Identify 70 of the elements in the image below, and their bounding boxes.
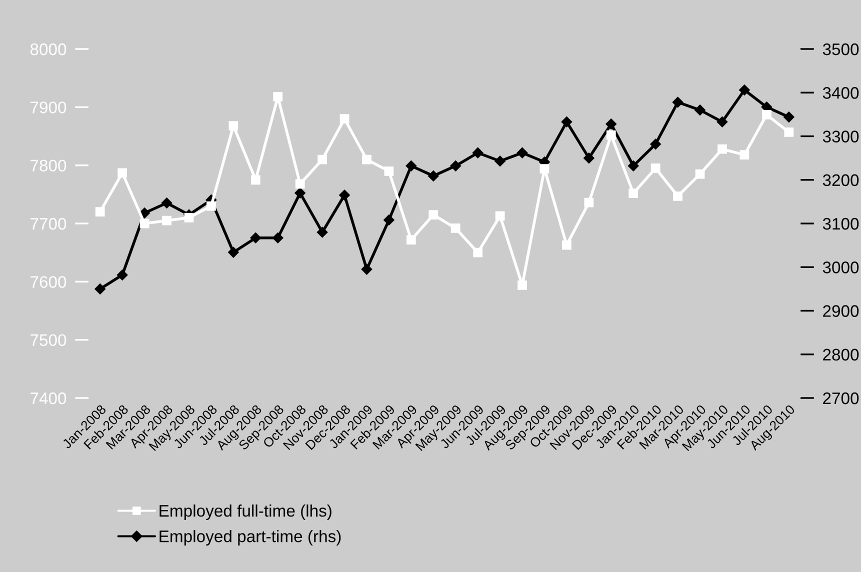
point <box>695 169 705 179</box>
point <box>718 144 727 154</box>
point <box>294 188 306 198</box>
point <box>340 114 350 124</box>
point <box>518 280 527 290</box>
point <box>650 164 660 173</box>
y2-tick-label: 2900 <box>823 305 859 317</box>
point <box>495 211 505 221</box>
point <box>762 110 772 120</box>
point <box>739 84 750 96</box>
point <box>428 170 439 182</box>
point <box>118 168 128 178</box>
point <box>784 127 794 137</box>
point <box>316 226 328 238</box>
point <box>184 212 194 222</box>
point <box>250 175 260 185</box>
point <box>606 130 616 140</box>
point <box>584 198 594 208</box>
point <box>473 248 483 258</box>
point <box>628 188 638 198</box>
point <box>494 156 506 167</box>
point <box>606 118 617 130</box>
point <box>472 147 484 158</box>
point <box>450 160 462 172</box>
y2-tick-label: 2700 <box>823 392 859 404</box>
point <box>250 232 262 244</box>
point <box>95 207 105 217</box>
point <box>673 191 682 201</box>
y2-tick-label: 3400 <box>822 87 859 99</box>
point <box>362 154 372 164</box>
point <box>694 104 706 116</box>
point <box>339 190 350 201</box>
y2-tick-label: 3100 <box>822 218 859 230</box>
point <box>450 223 460 233</box>
point <box>228 246 239 258</box>
point <box>562 240 572 250</box>
point <box>428 210 438 220</box>
point <box>650 138 662 150</box>
point <box>716 116 728 128</box>
point <box>318 154 327 164</box>
point <box>161 198 172 208</box>
legend-label: Employed part-time (rhs) <box>160 530 341 546</box>
point <box>540 164 550 174</box>
point <box>406 235 416 244</box>
legend-label: Employed full-time (lhs) <box>160 504 332 520</box>
point <box>516 147 528 158</box>
point <box>295 179 305 189</box>
point <box>583 152 594 164</box>
point <box>116 270 128 280</box>
point <box>273 92 283 102</box>
y2-tick-label: 3200 <box>822 174 859 186</box>
y2-tick-label: 3300 <box>822 130 859 142</box>
point <box>384 166 394 176</box>
point <box>206 201 216 211</box>
point <box>272 232 284 244</box>
point <box>162 216 172 226</box>
point <box>384 214 394 226</box>
point <box>140 218 150 228</box>
point <box>361 264 372 275</box>
point <box>94 284 106 294</box>
point <box>783 112 794 122</box>
y2-tick-label: 3000 <box>822 262 859 274</box>
point <box>228 121 238 130</box>
y2-tick-label: 2800 <box>823 348 859 361</box>
point <box>740 150 750 160</box>
y2-tick-label: 3500 <box>822 43 859 56</box>
point <box>628 160 639 172</box>
point <box>561 116 572 128</box>
point <box>672 96 684 108</box>
point <box>406 160 417 172</box>
